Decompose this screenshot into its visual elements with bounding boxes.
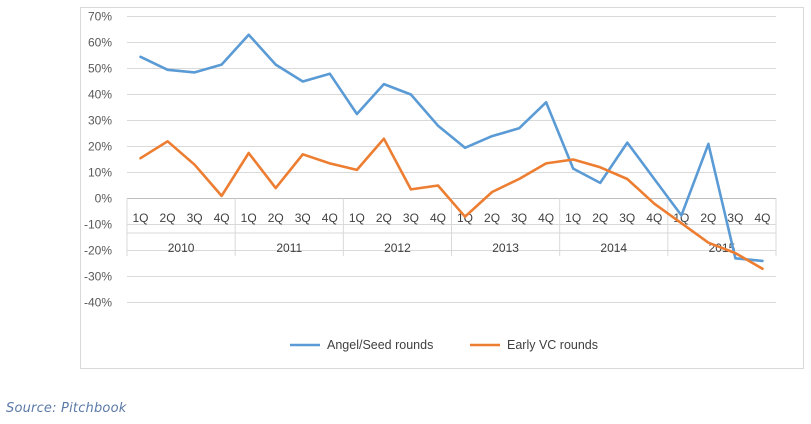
year-group-label: 2010 <box>168 241 195 255</box>
source-note: Source: Pitchbook <box>6 401 127 416</box>
x-tick-label: 4Q <box>646 211 662 225</box>
y-tick-label: -30% <box>84 270 112 284</box>
x-tick-label: 2Q <box>700 211 716 225</box>
x-axis: 1Q 2Q 3Q 4Q 1Q 2Q 3Q 4Q 1Q 2Q 3Q 4Q 1Q 2Q 3Q 4Q 1Q 2Q 3Q 4Q… <box>126 198 777 256</box>
y-tick-label: -40% <box>84 296 112 310</box>
chart-area <box>80 7 804 369</box>
year-group-label: 2012 <box>384 241 411 255</box>
x-tick-label: 2Q <box>268 211 284 225</box>
series-line-angel-seed <box>139 33 764 263</box>
legend-label: Early VC rounds <box>507 338 598 352</box>
x-tick-label: 3Q <box>619 211 635 225</box>
y-tick-label: 20% <box>88 140 112 154</box>
y-tick-label: 40% <box>88 88 112 102</box>
y-tick-label: 50% <box>88 62 112 76</box>
gridlines <box>127 16 776 303</box>
x-tick-label: 4Q <box>322 211 338 225</box>
y-axis-tick-labels: 70% 60% 50% 40% 30% 20% 10% 0% -10% -20% -30% -40% <box>84 10 112 310</box>
x-tick-label: 4Q <box>430 211 446 225</box>
x-tick-label: 3Q <box>511 211 527 225</box>
x-tick-label: 3Q <box>727 211 743 225</box>
x-tick-label: 2Q <box>592 211 608 225</box>
y-tick-label: 70% <box>88 10 112 24</box>
y-tick-label: 0% <box>95 192 113 206</box>
y-tick-label: -20% <box>84 244 112 258</box>
x-tick-label: 2Q <box>160 211 176 225</box>
x-tick-label: 3Q <box>187 211 203 225</box>
x-tick-label: 4Q <box>754 211 770 225</box>
y-tick-label: 10% <box>88 166 112 180</box>
year-group-label: 2014 <box>600 241 627 255</box>
y-tick-label: 60% <box>88 36 112 50</box>
x-tick-label: 4Q <box>214 211 230 225</box>
x-tick-label: 4Q <box>538 211 554 225</box>
legend: Angel/Seed rounds Early VC rounds <box>290 338 598 352</box>
x-tick-label: 1Q <box>349 211 365 225</box>
year-group-label: 2011 <box>276 241 302 255</box>
year-group-label: 2013 <box>492 241 519 255</box>
x-tick-label: 1Q <box>133 211 149 225</box>
y-tick-label: -10% <box>84 218 112 232</box>
x-tick-label: 1Q <box>565 211 581 225</box>
x-tick-label: 2Q <box>376 211 392 225</box>
series-lines <box>139 33 764 271</box>
series-line-early-vc <box>139 137 764 271</box>
x-tick-label: 2Q <box>484 211 500 225</box>
y-tick-label: 30% <box>88 114 112 128</box>
x-tick-label: 3Q <box>403 211 419 225</box>
x-tick-label: 3Q <box>295 211 311 225</box>
legend-label: Angel/Seed rounds <box>327 338 433 352</box>
x-tick-label: 1Q <box>241 211 257 225</box>
